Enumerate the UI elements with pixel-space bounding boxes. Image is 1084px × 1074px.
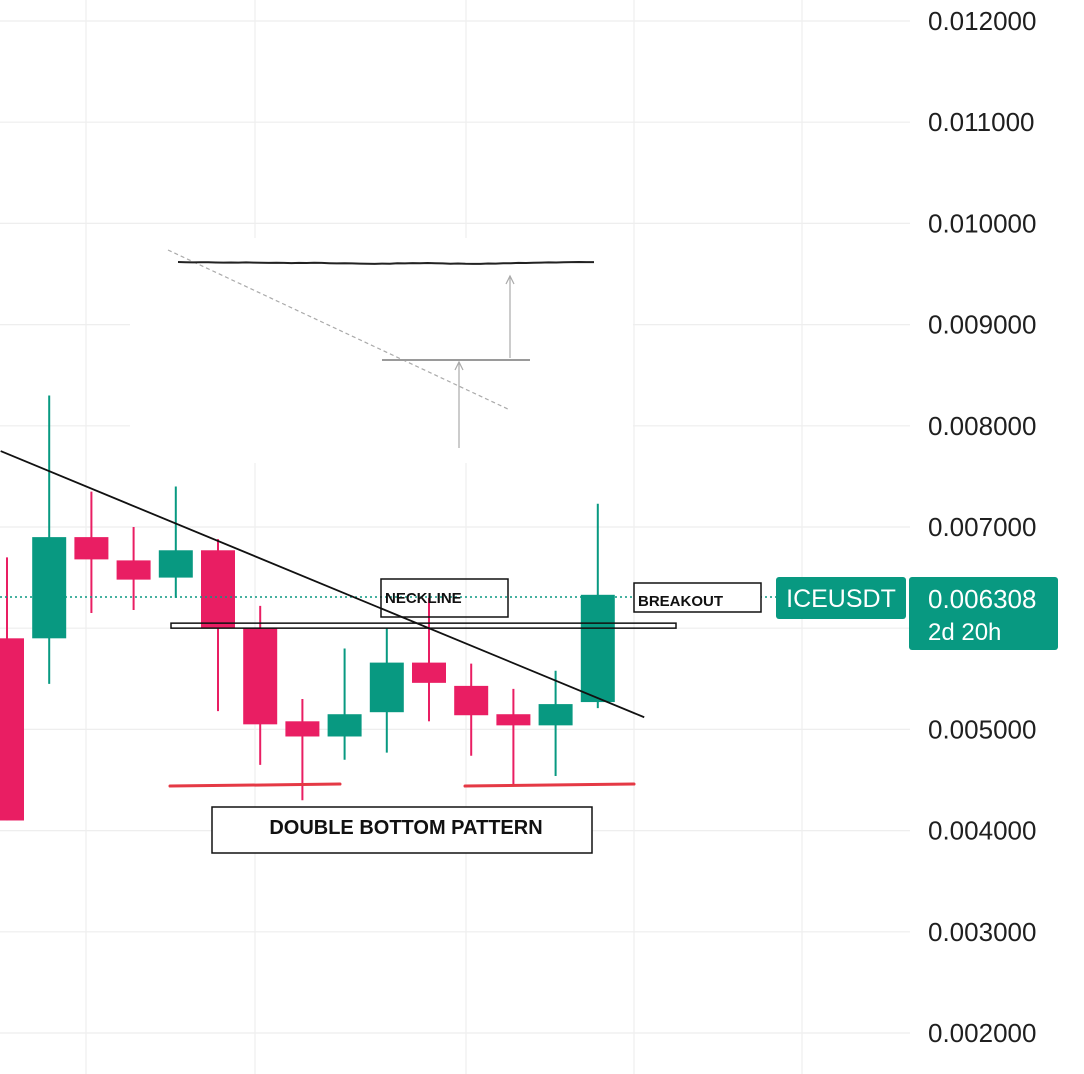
support-line-right (463, 782, 636, 788)
y-tick-label: 0.005000 (928, 714, 1036, 744)
y-tick-label: 0.004000 (928, 816, 1036, 846)
neckline-label: NECKLINE (385, 590, 462, 607)
candle-body (369, 662, 404, 713)
candle-body (412, 662, 446, 683)
last-price-label: 0.006308 (928, 584, 1036, 614)
inset-price-line (177, 261, 594, 265)
candle-body (454, 685, 489, 716)
candle-body (201, 550, 235, 629)
y-tick-label: 0.003000 (928, 917, 1036, 947)
y-tick-label: 0.008000 (928, 411, 1036, 441)
candle-body (285, 721, 320, 737)
candle (243, 605, 278, 765)
candle-body (243, 628, 278, 725)
candle (201, 539, 235, 712)
candle (0, 557, 24, 821)
countdown-label: 2d 20h (928, 619, 1001, 646)
y-tick-label: 0.012000 (928, 6, 1036, 36)
descending-trendline (0, 450, 645, 719)
candle-body (116, 560, 151, 580)
last-price-badge: 0.006308 2d 20h (909, 577, 1058, 650)
candle-body (327, 714, 362, 737)
candle (32, 395, 67, 684)
price-axis: 0.012000 0.011000 0.010000 0.009000 0.008000… (928, 6, 1036, 1048)
symbol-badge: ICEUSDT (776, 577, 906, 619)
double-bottom-illustration (130, 238, 633, 463)
candle (538, 670, 573, 776)
breakout-label-box: BREAKOUT (633, 582, 762, 613)
symbol-label: ICEUSDT (786, 585, 896, 613)
candle-body (496, 714, 531, 726)
candle (454, 663, 489, 756)
y-tick-label: 0.007000 (928, 512, 1036, 542)
pattern-label: DOUBLE BOTTOM PATTERN (269, 817, 542, 839)
inset-height-arrowhead (454, 360, 464, 371)
neckline-label-box: NECKLINE (380, 578, 509, 618)
candle-body (32, 537, 67, 639)
neckline (170, 622, 677, 629)
pattern-label-box: DOUBLE BOTTOM PATTERN (211, 806, 593, 854)
candle-body (580, 594, 615, 703)
candle (327, 648, 362, 760)
candlestick-series (0, 395, 615, 821)
breakout-label: BREAKOUT (638, 593, 723, 610)
y-tick-label: 0.011000 (928, 107, 1035, 137)
inset-target-arrowhead (505, 274, 515, 285)
y-tick-label: 0.009000 (928, 310, 1036, 340)
candle-body (74, 537, 109, 560)
y-tick-label: 0.010000 (928, 208, 1036, 238)
candle (74, 491, 109, 614)
candle (116, 527, 151, 610)
support-line-left (168, 782, 342, 788)
y-tick-label: 0.002000 (928, 1018, 1036, 1048)
candle (158, 486, 193, 598)
candle (369, 628, 404, 753)
candle-body (538, 704, 573, 726)
candle (412, 597, 446, 722)
candle-body (158, 550, 193, 578)
candle (580, 503, 615, 709)
candle-body (0, 638, 24, 821)
inset-panel (130, 238, 633, 463)
candle (496, 688, 531, 787)
